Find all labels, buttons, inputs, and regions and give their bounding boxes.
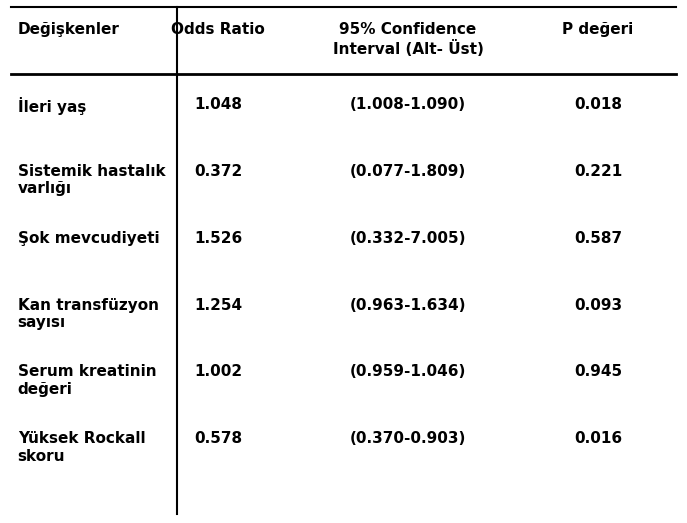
Text: Odds Ratio: Odds Ratio [171, 22, 264, 37]
Text: Serum kreatinin
değeri: Serum kreatinin değeri [18, 365, 157, 397]
Text: 0.221: 0.221 [574, 164, 622, 179]
Text: 1.526: 1.526 [194, 231, 242, 246]
Text: (0.077-1.809): (0.077-1.809) [350, 164, 466, 179]
Text: Kan transfüzyon
sayısı: Kan transfüzyon sayısı [18, 298, 159, 330]
Text: 0.372: 0.372 [194, 164, 242, 179]
Text: 1.254: 1.254 [194, 298, 242, 313]
Text: (0.332-7.005): (0.332-7.005) [350, 231, 466, 246]
Text: 0.093: 0.093 [574, 298, 622, 313]
Text: Değişkenler: Değişkenler [18, 22, 120, 37]
Text: 0.018: 0.018 [574, 97, 622, 112]
Text: (0.963-1.634): (0.963-1.634) [350, 298, 466, 313]
Text: 0.578: 0.578 [194, 431, 242, 446]
Text: 95% Confidence
Interval (Alt- Üst): 95% Confidence Interval (Alt- Üst) [333, 22, 484, 57]
Text: 0.587: 0.587 [574, 231, 622, 246]
Text: (0.959-1.046): (0.959-1.046) [350, 365, 466, 379]
Text: Şok mevcudiyeti: Şok mevcudiyeti [18, 231, 159, 246]
Text: 1.048: 1.048 [194, 97, 242, 112]
Text: İleri yaş: İleri yaş [18, 97, 86, 115]
Text: (1.008-1.090): (1.008-1.090) [350, 97, 466, 112]
Text: 0.945: 0.945 [574, 365, 622, 379]
Text: 1.002: 1.002 [194, 365, 242, 379]
Text: 0.016: 0.016 [574, 431, 622, 446]
Text: P değeri: P değeri [563, 22, 633, 37]
Text: (0.370-0.903): (0.370-0.903) [350, 431, 466, 446]
Text: Sistemik hastalık
varlığı: Sistemik hastalık varlığı [18, 164, 166, 196]
Text: Yüksek Rockall
skoru: Yüksek Rockall skoru [18, 431, 146, 464]
